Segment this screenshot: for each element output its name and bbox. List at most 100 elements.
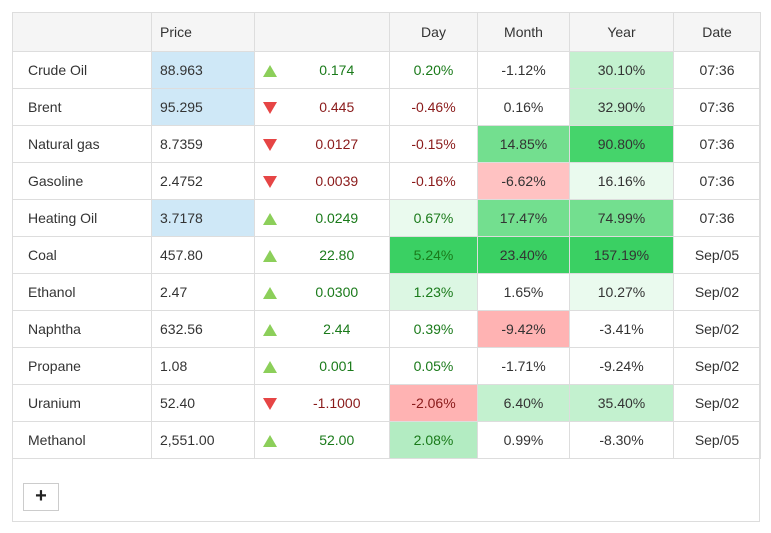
- update-date: Sep/05: [673, 421, 761, 459]
- month-change: 17.47%: [477, 199, 570, 237]
- commodity-price: 2.4752: [151, 162, 255, 200]
- commodity-name[interactable]: Natural gas: [12, 125, 152, 163]
- price-change: -1.1000: [284, 384, 390, 422]
- commodity-price: 95.295: [151, 88, 255, 126]
- direction-cell: [254, 384, 285, 422]
- table-row[interactable]: Methanol 2,551.00 52.00 2.08% 0.99% -8.30% Sep…: [12, 421, 761, 459]
- header-month[interactable]: Month: [477, 12, 570, 52]
- price-change: 2.44: [284, 310, 390, 348]
- month-change: 6.40%: [477, 384, 570, 422]
- day-change: 0.05%: [389, 347, 478, 385]
- update-date: Sep/05: [673, 236, 761, 274]
- day-change: 2.08%: [389, 421, 478, 459]
- commodity-price: 457.80: [151, 236, 255, 274]
- table-row[interactable]: Ethanol 2.47 0.0300 1.23% 1.65% 10.27% Sep/02: [12, 273, 761, 311]
- commodity-price: 2,551.00: [151, 421, 255, 459]
- commodity-price: 3.7178: [151, 199, 255, 237]
- price-change: 0.174: [284, 51, 390, 89]
- direction-cell: [254, 236, 285, 274]
- commodities-table-panel: Price Day Month Year Date Crude Oil 88.96…: [12, 12, 761, 522]
- arrow-up-icon: [262, 435, 277, 448]
- commodity-name[interactable]: Uranium: [12, 384, 152, 422]
- header-date[interactable]: Date: [673, 12, 761, 52]
- price-change: 22.80: [284, 236, 390, 274]
- direction-cell: [254, 51, 285, 89]
- update-date: 07:36: [673, 51, 761, 89]
- year-change: -3.41%: [569, 310, 674, 348]
- commodity-price: 1.08: [151, 347, 255, 385]
- add-row-button[interactable]: +: [23, 483, 59, 511]
- day-change: 0.39%: [389, 310, 478, 348]
- arrow-up-icon: [262, 213, 277, 226]
- table-row[interactable]: Propane 1.08 0.001 0.05% -1.71% -9.24% Sep/02: [12, 347, 761, 385]
- direction-cell: [254, 88, 285, 126]
- day-change: 0.20%: [389, 51, 478, 89]
- price-change: 0.0300: [284, 273, 390, 311]
- month-change: 23.40%: [477, 236, 570, 274]
- header-price[interactable]: Price: [151, 12, 255, 52]
- update-date: 07:36: [673, 125, 761, 163]
- commodity-name[interactable]: Gasoline: [12, 162, 152, 200]
- commodity-name[interactable]: Propane: [12, 347, 152, 385]
- commodity-name[interactable]: Heating Oil: [12, 199, 152, 237]
- arrow-up-icon: [262, 65, 277, 78]
- commodity-name[interactable]: Methanol: [12, 421, 152, 459]
- commodity-name[interactable]: Ethanol: [12, 273, 152, 311]
- month-change: 14.85%: [477, 125, 570, 163]
- header-day[interactable]: Day: [389, 12, 478, 52]
- direction-cell: [254, 310, 285, 348]
- day-change: 0.67%: [389, 199, 478, 237]
- arrow-up-icon: [262, 250, 277, 263]
- arrow-down-icon: [262, 398, 277, 411]
- update-date: 07:36: [673, 162, 761, 200]
- year-change: 157.19%: [569, 236, 674, 274]
- update-date: Sep/02: [673, 273, 761, 311]
- price-change: 52.00: [284, 421, 390, 459]
- price-change: 0.001: [284, 347, 390, 385]
- month-change: -1.71%: [477, 347, 570, 385]
- commodities-table: Price Day Month Year Date Crude Oil 88.96…: [12, 12, 761, 459]
- commodity-name[interactable]: Brent: [12, 88, 152, 126]
- table-row[interactable]: Gasoline 2.4752 0.0039 -0.16% -6.62% 16.16% 07…: [12, 162, 761, 200]
- header-year[interactable]: Year: [569, 12, 674, 52]
- day-change: -2.06%: [389, 384, 478, 422]
- direction-cell: [254, 347, 285, 385]
- commodity-name[interactable]: Crude Oil: [12, 51, 152, 89]
- month-change: 0.16%: [477, 88, 570, 126]
- table-header-row: Price Day Month Year Date: [12, 12, 761, 52]
- year-change: -8.30%: [569, 421, 674, 459]
- price-change: 0.0249: [284, 199, 390, 237]
- table-row[interactable]: Brent 95.295 0.445 -0.46% 0.16% 32.90% 07:36: [12, 88, 761, 126]
- commodity-price: 632.56: [151, 310, 255, 348]
- year-change: -9.24%: [569, 347, 674, 385]
- table-row[interactable]: Uranium 52.40 -1.1000 -2.06% 6.40% 35.40% Sep/…: [12, 384, 761, 422]
- commodity-name[interactable]: Coal: [12, 236, 152, 274]
- day-change: 5.24%: [389, 236, 478, 274]
- update-date: Sep/02: [673, 384, 761, 422]
- arrow-down-icon: [262, 176, 277, 189]
- price-change: 0.445: [284, 88, 390, 126]
- commodity-price: 8.7359: [151, 125, 255, 163]
- table-row[interactable]: Heating Oil 3.7178 0.0249 0.67% 17.47% 74.99%…: [12, 199, 761, 237]
- month-change: -9.42%: [477, 310, 570, 348]
- table-row[interactable]: Naphtha 632.56 2.44 0.39% -9.42% -3.41% Sep/02: [12, 310, 761, 348]
- arrow-down-icon: [262, 102, 277, 115]
- table-row[interactable]: Coal 457.80 22.80 5.24% 23.40% 157.19% Sep/05: [12, 236, 761, 274]
- month-change: -6.62%: [477, 162, 570, 200]
- arrow-up-icon: [262, 324, 277, 337]
- arrow-up-icon: [262, 361, 277, 374]
- header-name: [12, 12, 152, 52]
- update-date: 07:36: [673, 88, 761, 126]
- year-change: 35.40%: [569, 384, 674, 422]
- commodity-price: 88.963: [151, 51, 255, 89]
- direction-cell: [254, 421, 285, 459]
- table-row[interactable]: Natural gas 8.7359 0.0127 -0.15% 14.85% 90.80…: [12, 125, 761, 163]
- year-change: 10.27%: [569, 273, 674, 311]
- table-row[interactable]: Crude Oil 88.963 0.174 0.20% -1.12% 30.10% 07:…: [12, 51, 761, 89]
- commodity-price: 2.47: [151, 273, 255, 311]
- month-change: -1.12%: [477, 51, 570, 89]
- year-change: 32.90%: [569, 88, 674, 126]
- commodity-name[interactable]: Naphtha: [12, 310, 152, 348]
- commodity-price: 52.40: [151, 384, 255, 422]
- direction-cell: [254, 162, 285, 200]
